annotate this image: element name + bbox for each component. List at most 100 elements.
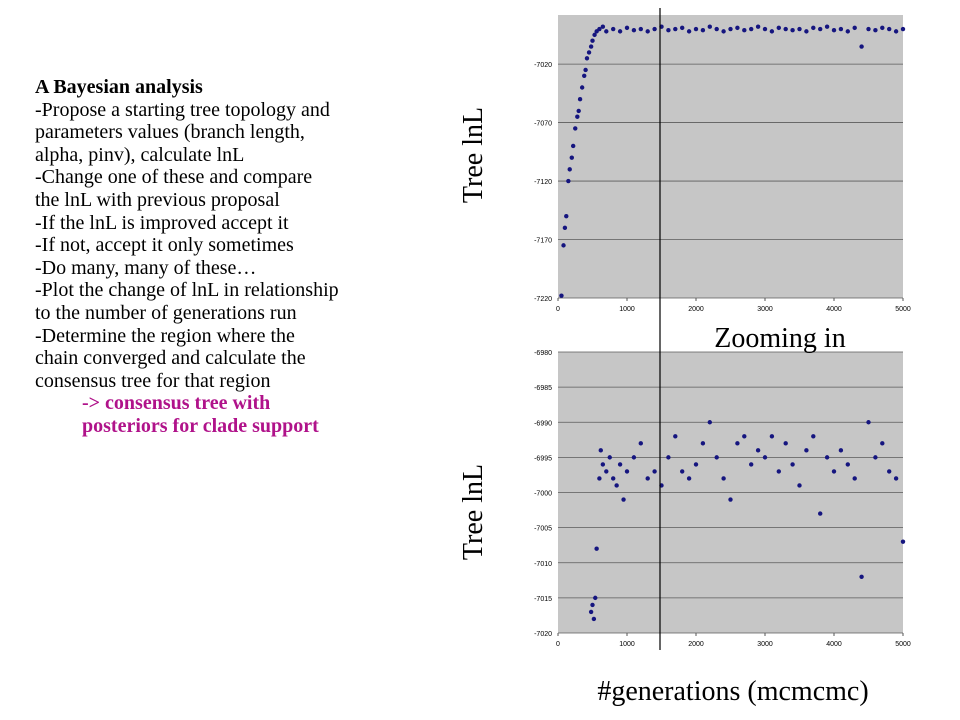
point (680, 469, 685, 474)
y-tick-label: -7070 (534, 121, 552, 128)
point (700, 28, 706, 33)
point (818, 511, 823, 516)
point (631, 455, 637, 460)
x-axis-label: #generations (mcmcmc) (597, 676, 868, 707)
point (645, 476, 650, 481)
point (707, 420, 712, 425)
point (721, 29, 726, 34)
point (852, 476, 857, 481)
point (838, 26, 844, 32)
plot-area (558, 15, 903, 298)
text-line: chain converged and calculate the (35, 347, 306, 370)
point (614, 483, 619, 488)
point (584, 56, 590, 61)
x-tick-label: 1000 (619, 641, 635, 648)
text-line: consensus tree for that region (35, 369, 271, 392)
point (900, 26, 906, 32)
point (600, 24, 606, 29)
point (714, 455, 719, 460)
y-tick-label: -7010 (534, 561, 552, 568)
point (598, 448, 603, 453)
point (797, 483, 802, 488)
text-line: the lnL with previous proposal (35, 188, 280, 211)
y-tick-label: -7015 (534, 596, 552, 603)
point (638, 26, 643, 32)
point (559, 293, 564, 298)
y-tick-label: -6980 (534, 350, 552, 357)
heading: A Bayesian analysis (35, 76, 203, 98)
point (776, 25, 781, 31)
y-tick-label: -7170 (534, 238, 552, 245)
x-tick-label: 2000 (688, 641, 704, 648)
point (607, 455, 612, 460)
point (566, 178, 571, 184)
point (811, 434, 816, 439)
point (591, 616, 597, 622)
y-tick-label: -7220 (534, 296, 552, 303)
point (721, 476, 726, 481)
text-line: -Do many, many of these… (35, 256, 257, 279)
point (673, 26, 678, 32)
point (604, 29, 609, 34)
point (588, 44, 594, 49)
point (790, 462, 795, 467)
point (593, 595, 598, 601)
y-tick-label: -7000 (534, 491, 552, 498)
point (783, 26, 788, 32)
y-tick-label: -6990 (534, 420, 552, 427)
point (880, 25, 885, 31)
y-tick-label: -7020 (534, 631, 552, 638)
point (866, 26, 871, 32)
x-tick-label: 5000 (895, 641, 911, 648)
point (893, 476, 899, 481)
y-tick-label: -6995 (534, 455, 552, 462)
point (873, 455, 878, 460)
y-tick-label: -6985 (534, 385, 552, 392)
x-tick-label: 3000 (757, 641, 773, 648)
y-tick-label: -7120 (534, 179, 552, 186)
point (749, 26, 754, 32)
text-line: -Plot the change of lnL in relationship (35, 279, 339, 302)
point (707, 24, 712, 29)
point (893, 29, 899, 34)
point (728, 26, 733, 32)
point (693, 26, 699, 32)
point (680, 25, 685, 31)
x-tick-label: 2000 (688, 306, 704, 313)
point (742, 434, 747, 439)
x-tick-label: 3000 (757, 306, 773, 313)
point (611, 26, 616, 32)
point (590, 602, 595, 608)
point (686, 476, 692, 481)
highlight-line: -> consensus tree with (82, 392, 271, 415)
point (604, 469, 609, 474)
point (617, 29, 623, 34)
point (666, 28, 671, 33)
point (693, 462, 699, 467)
x-tick-label: 1000 (619, 306, 635, 313)
point (638, 441, 643, 446)
point (579, 85, 585, 90)
point (570, 143, 576, 149)
point (804, 29, 809, 34)
point (790, 28, 795, 33)
point (776, 469, 781, 474)
point (631, 28, 637, 33)
point (576, 108, 581, 114)
text-line: -Change one of these and compare (35, 166, 313, 189)
point (831, 469, 837, 474)
x-tick-label: 0 (556, 641, 560, 648)
point (624, 469, 630, 474)
point (769, 434, 775, 439)
text-block: A Bayesian analysis -Propose a starting t… (35, 76, 455, 438)
point (594, 546, 599, 551)
x-tick-label: 5000 (895, 306, 911, 313)
point (590, 38, 595, 43)
point (859, 44, 864, 49)
point (887, 26, 892, 32)
point (742, 28, 747, 33)
point (755, 448, 761, 453)
point (575, 114, 580, 119)
point (588, 609, 594, 615)
